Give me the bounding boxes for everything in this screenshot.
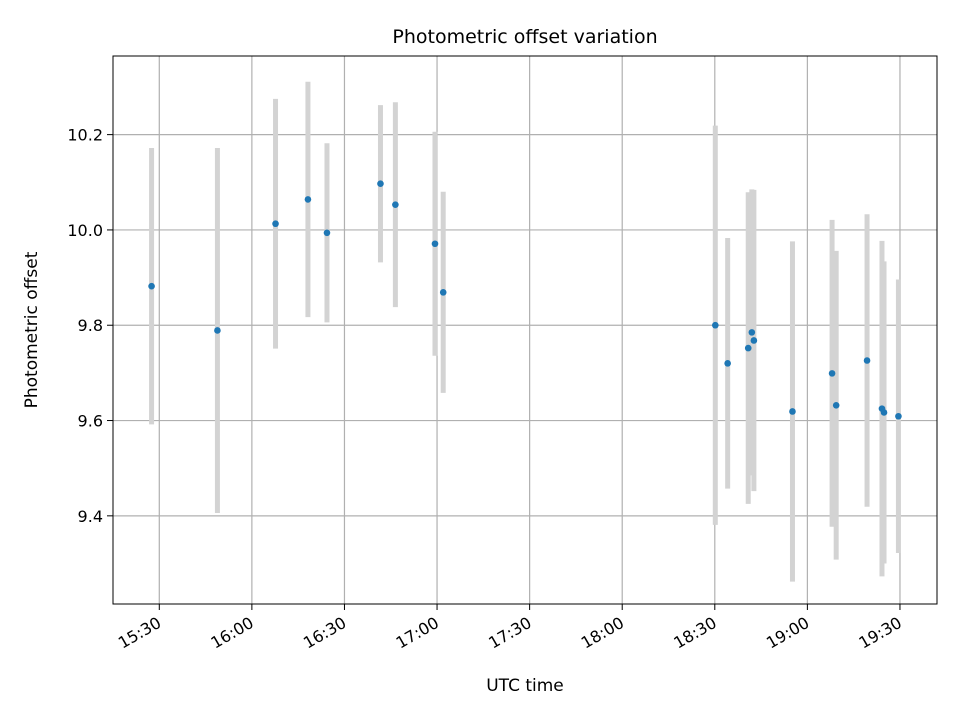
data-point [272, 220, 279, 228]
x-axis-title: UTC time [486, 676, 564, 696]
data-point [863, 357, 871, 364]
data-point [724, 360, 731, 367]
data-point [712, 321, 719, 329]
data-point [323, 229, 331, 237]
data-point [304, 196, 312, 203]
data-point [895, 412, 902, 420]
y-tick-label: 9.8 [78, 316, 103, 335]
y-tick-label: 10.0 [67, 221, 103, 240]
plot-area-frame [112, 55, 938, 605]
data-point [431, 240, 439, 248]
data-point [750, 337, 758, 344]
data-point [214, 327, 221, 334]
data-point [880, 409, 888, 416]
y-axis-ticks: 9.4 9.6 9.8 10.0 10.2 [67, 126, 113, 526]
data-point [439, 289, 447, 296]
data-point [377, 180, 384, 188]
y-tick-label: 9.6 [78, 412, 103, 431]
data-point [828, 370, 836, 377]
chart-title: Photometric offset variation [392, 26, 657, 48]
grid-layer [113, 56, 937, 604]
data-point [748, 329, 756, 336]
data-point [744, 344, 752, 352]
data-point [148, 282, 155, 290]
point-layer [148, 180, 902, 420]
y-tick-label: 10.2 [67, 126, 103, 145]
data-point [789, 408, 796, 415]
data-point [832, 401, 840, 409]
y-axis-title: Photometric offset [22, 251, 42, 408]
data-point [392, 201, 399, 208]
y-tick-label: 9.4 [78, 507, 103, 526]
